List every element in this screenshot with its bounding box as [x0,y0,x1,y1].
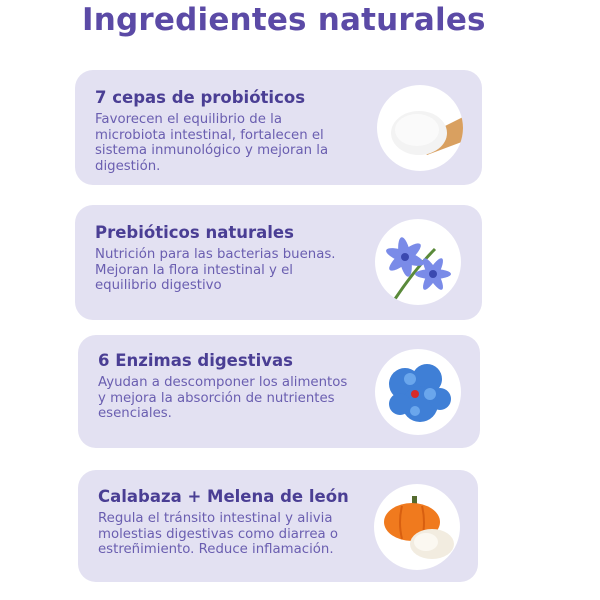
card-heading: 7 cepas de probióticos [95,88,306,107]
text-line: molestias digestivas como diarrea o [98,526,339,542]
page-title: Ingredientes naturales [82,2,486,38]
text-line: sistema inmunológico y mejoran la [95,143,329,158]
text-line: digestión. [95,158,161,174]
pumpkin-mushroom-icon [374,484,460,570]
card-heading: 6 Enzimas digestivas [98,351,293,370]
ingredient-card-prebiotics: Prebióticos naturales Nutrición para las… [75,205,482,320]
text-line: Ayudan a descomponer los alimentos [98,375,348,390]
text-line: Mejoran la flora intestinal y el [95,262,293,278]
card-heading: Prebióticos naturales [95,223,294,242]
card-text: Ayudan a descomponer los alimentos y mej… [98,375,347,422]
ingredient-card-probiotics: 7 cepas de probióticos Favorecen el equi… [75,70,482,185]
enzyme-molecule-icon [375,349,461,435]
card-heading: Calabaza + Melena de león [98,487,349,506]
chicory-flower-icon [375,219,461,305]
card-text: Nutrición para las bacterias buenas. Mej… [95,247,336,294]
text-line: Regula el tránsito intestinal y alivia [98,511,333,526]
text-line: Favorecen el equilibrio de la [95,112,282,127]
text-line: Nutrición para las bacterias buenas. [95,247,336,262]
text-line: microbiota intestinal, fortalecen el [95,127,324,143]
ingredient-card-enzymes: 6 Enzimas digestivas Ayudan a descompone… [78,335,480,448]
card-text: Favorecen el equilibrio de la microbiota… [95,112,328,174]
text-line: equilibrio digestivo [95,278,222,293]
text-line: esenciales. [98,406,172,421]
card-text: Regula el tránsito intestinal y alivia m… [98,511,338,558]
text-line: y mejora la absorción de nutrientes [98,390,335,406]
ingredient-card-pumpkin-lions-mane: Calabaza + Melena de león Regula el trán… [78,470,478,582]
text-line: estreñimiento. Reduce inflamación. [98,542,334,557]
powder-spoon-icon [377,85,463,171]
